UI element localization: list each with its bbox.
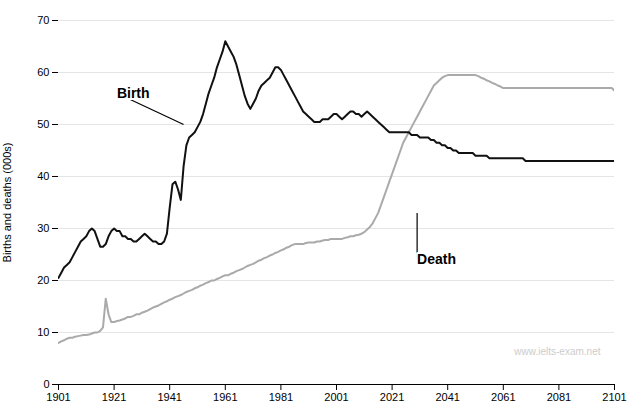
svg-text:Birth: Birth [117, 85, 150, 101]
svg-text:www.ielts-exam.net: www.ielts-exam.net [513, 346, 600, 357]
svg-text:30: 30 [37, 222, 49, 234]
svg-text:1901: 1901 [46, 391, 70, 403]
svg-text:Death: Death [417, 251, 456, 267]
svg-text:1921: 1921 [102, 391, 126, 403]
svg-text:Births and deaths (000s): Births and deaths (000s) [1, 143, 13, 263]
svg-text:2001: 2001 [324, 391, 348, 403]
svg-text:2081: 2081 [547, 391, 571, 403]
svg-text:60: 60 [37, 66, 49, 78]
svg-text:1961: 1961 [213, 391, 237, 403]
svg-text:70: 70 [37, 14, 49, 26]
svg-text:2021: 2021 [380, 391, 404, 403]
svg-text:1941: 1941 [157, 391, 181, 403]
svg-text:2101: 2101 [602, 391, 626, 403]
svg-text:0: 0 [43, 378, 49, 390]
svg-text:2041: 2041 [435, 391, 459, 403]
svg-text:40: 40 [37, 170, 49, 182]
svg-text:1981: 1981 [269, 391, 293, 403]
svg-text:10: 10 [37, 326, 49, 338]
svg-text:2061: 2061 [491, 391, 515, 403]
svg-text:20: 20 [37, 274, 49, 286]
svg-text:50: 50 [37, 118, 49, 130]
